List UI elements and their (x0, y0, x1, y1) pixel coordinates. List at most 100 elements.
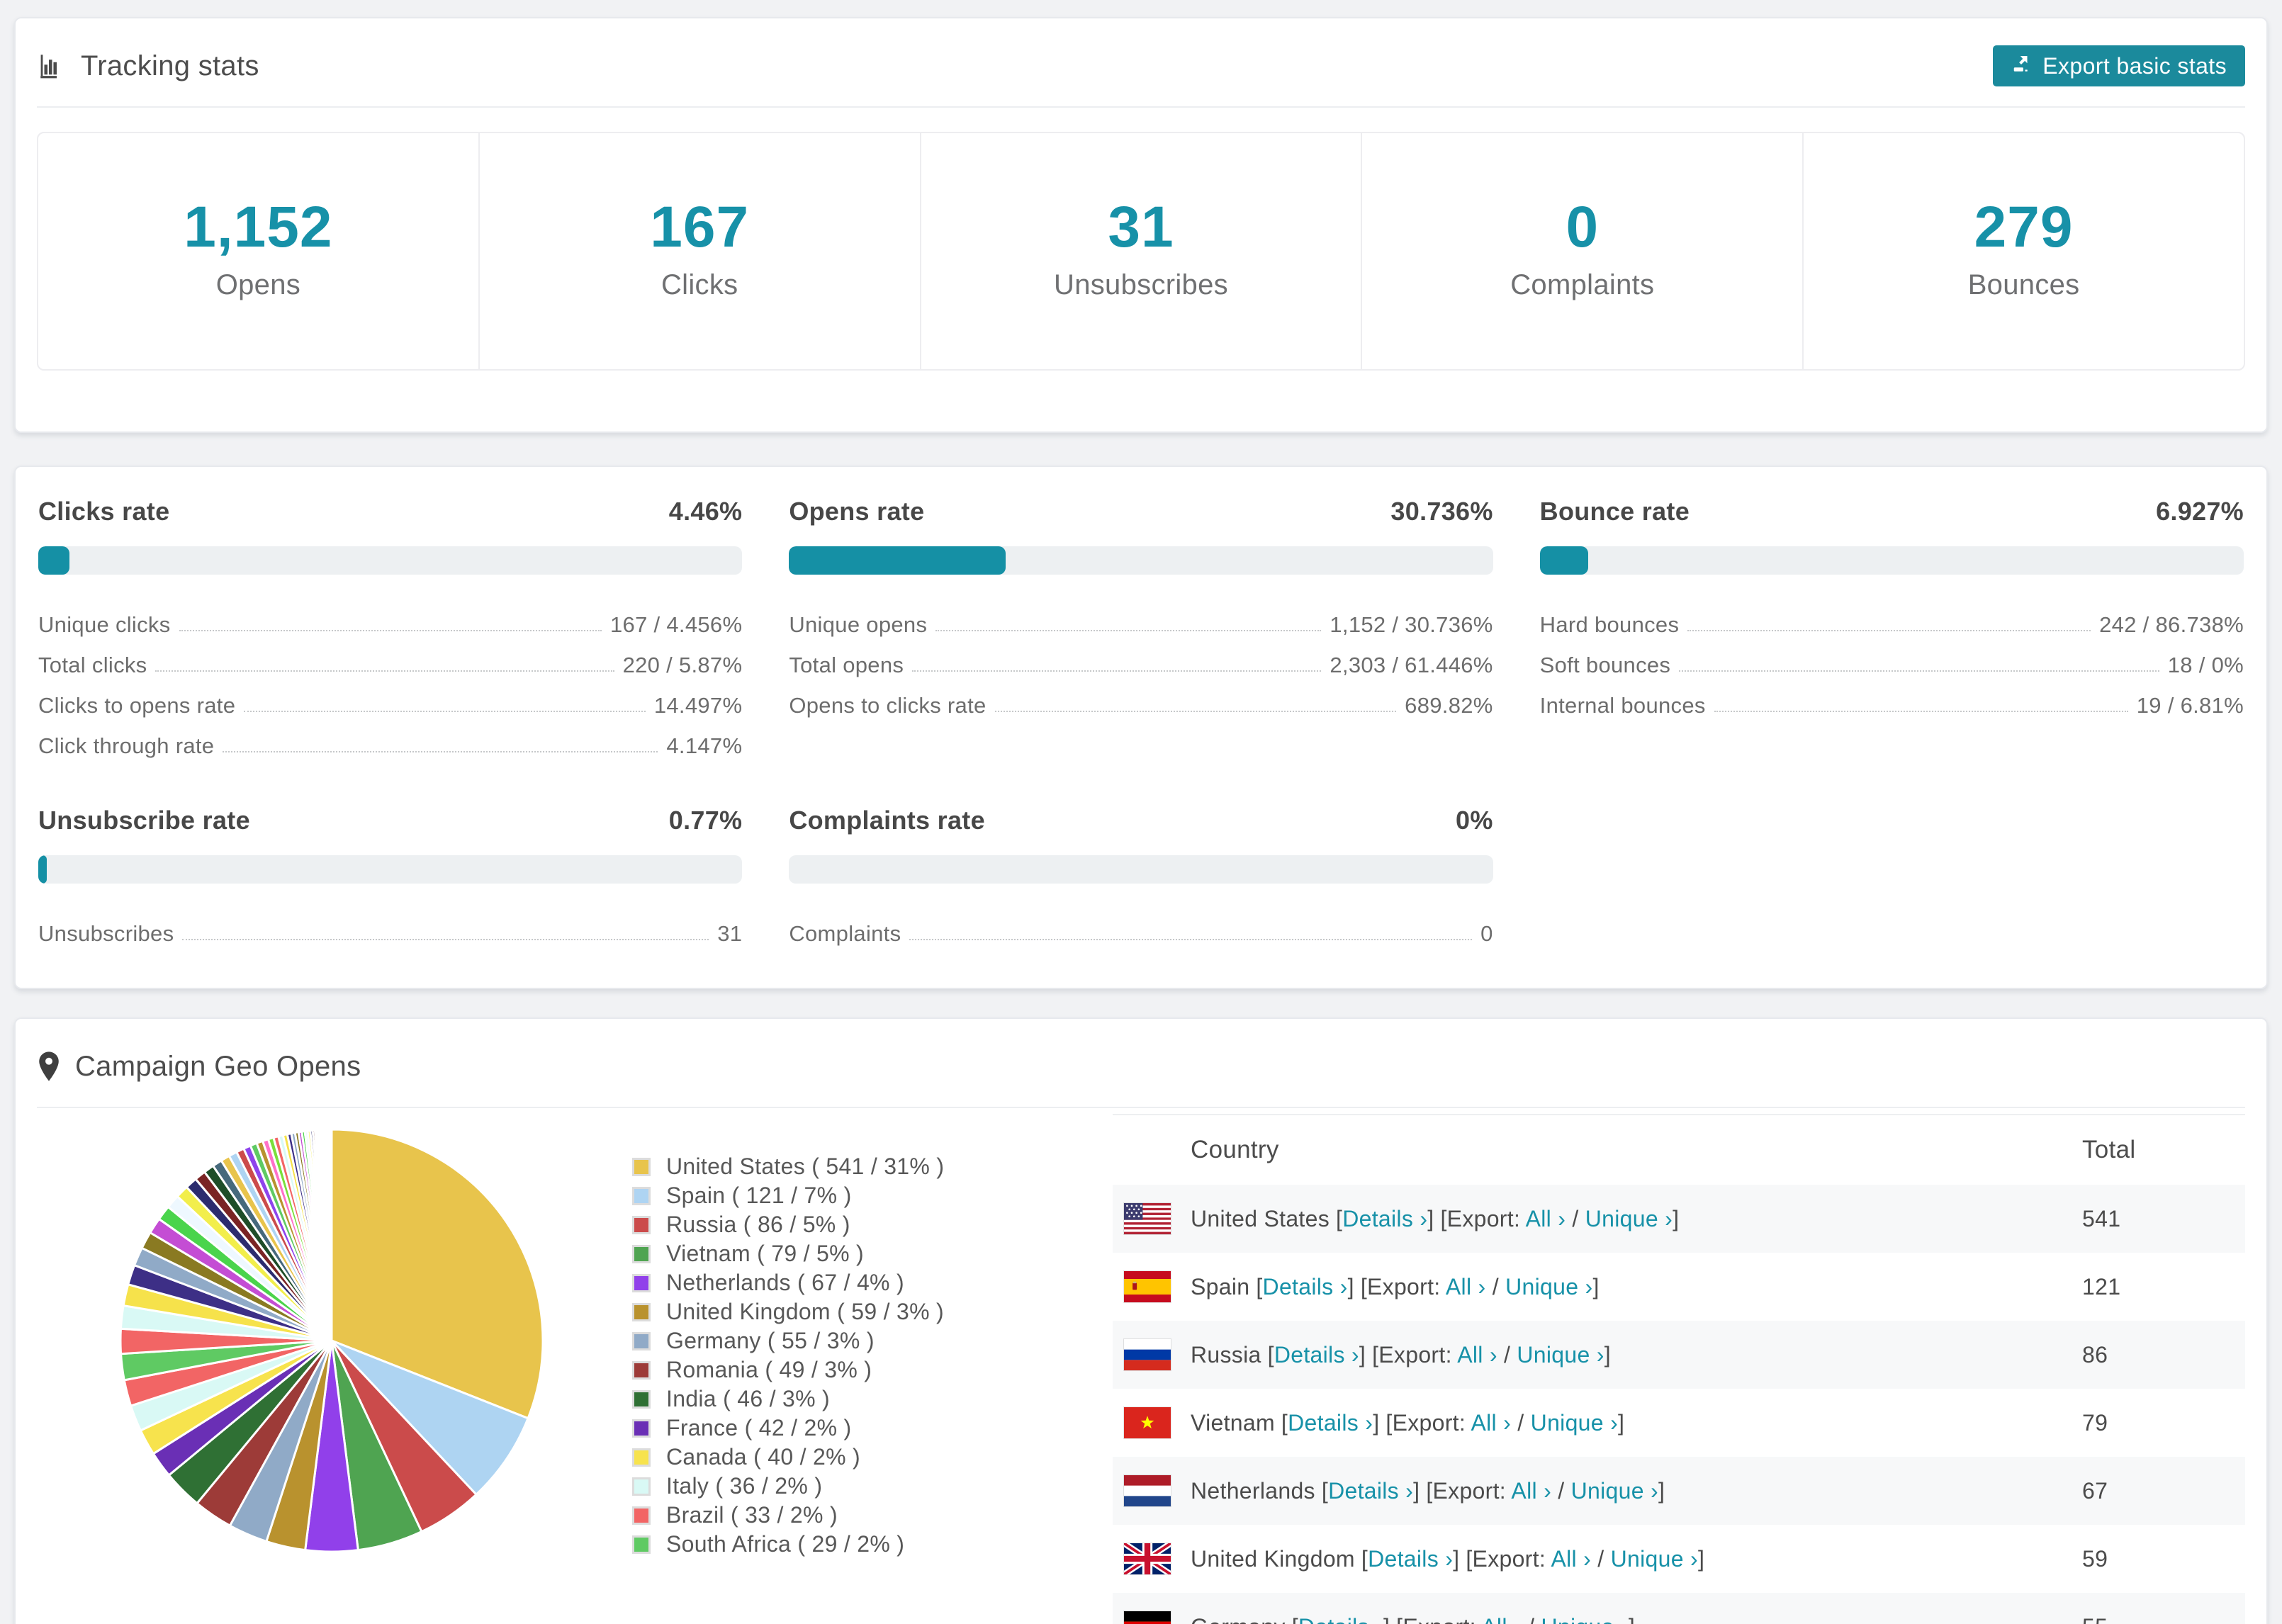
rate-row-value: 14.497% (653, 693, 743, 718)
export-all-link[interactable]: All › (1445, 1273, 1486, 1299)
rate-title: Clicks rate (38, 497, 170, 526)
legend-swatch (632, 1215, 651, 1234)
export-unique-link[interactable]: Unique › (1505, 1273, 1593, 1299)
rate-progress-track (789, 546, 1493, 575)
rate-rows: Unique clicks 167 / 4.456% Total clicks 220… (38, 597, 742, 759)
rate-progress-track (38, 855, 743, 884)
country-cell: Spain [Details ›] [Export: All › / Unique … (1113, 1271, 2082, 1302)
rate-row: Clicks to opens rate 14.497% (38, 678, 742, 718)
bar-chart-icon (37, 51, 67, 81)
legend-swatch (632, 1244, 651, 1263)
campaign-geo-opens-card: Campaign Geo Opens United States ( 541 /… (14, 1017, 2268, 1624)
legend-label: Romania ( 49 / 3% ) (666, 1357, 872, 1382)
export-all-link[interactable]: All › (1511, 1477, 1552, 1504)
export-basic-stats-button[interactable]: Export basic stats (1993, 45, 2245, 86)
legend-item-russia: Russia ( 86 / 5% ) (632, 1210, 971, 1239)
export-unique-link[interactable]: Unique › (1541, 1614, 1628, 1624)
column-header-country: Country (1191, 1136, 1279, 1163)
legend-swatch (632, 1389, 651, 1409)
rate-title: Bounce rate (1539, 497, 1690, 526)
export-unique-link[interactable]: Unique › (1570, 1477, 1658, 1504)
details-link[interactable]: Details › (1342, 1205, 1428, 1231)
details-link[interactable]: Details › (1274, 1341, 1359, 1368)
export-all-link[interactable]: All › (1471, 1409, 1512, 1436)
geo-table-row-es: Spain [Details ›] [Export: All › / Unique … (1113, 1253, 2245, 1321)
export-all-link[interactable]: All › (1525, 1205, 1566, 1231)
rate-headline-value: 4.46% (668, 497, 743, 526)
rate-rows: Complaints 0 (789, 906, 1493, 947)
rate-row: Complaints 0 (789, 906, 1493, 947)
rate-row-value: 167 / 4.456% (610, 612, 743, 637)
legend-item-united-kingdom: United Kingdom ( 59 / 3% ) (632, 1297, 971, 1326)
export-unique-link[interactable]: Unique › (1517, 1341, 1604, 1368)
summary-stats-row: 1,152 Opens 167 Clicks 31 Unsubscribes 0 Compla… (37, 132, 2245, 371)
flag-vn-icon (1124, 1407, 1171, 1438)
total-cell: 121 (2082, 1273, 2121, 1299)
export-icon (2011, 52, 2033, 79)
details-link[interactable]: Details › (1288, 1409, 1373, 1436)
geo-table-row-de: Germany [Details ›] [Export: All › / Uniqu… (1113, 1593, 2245, 1624)
legend-label: Canada ( 40 / 2% ) (666, 1444, 860, 1470)
export-unique-link[interactable]: Unique › (1585, 1205, 1673, 1231)
details-link[interactable]: Details › (1368, 1545, 1454, 1572)
legend-label: Russia ( 86 / 5% ) (666, 1212, 850, 1237)
dotted-leader (179, 630, 602, 631)
legend-item-netherlands: Netherlands ( 67 / 4% ) (632, 1268, 971, 1297)
details-link[interactable]: Details › (1262, 1273, 1348, 1299)
rate-row: Unsubscribes 31 (38, 906, 742, 947)
export-all-link[interactable]: All › (1481, 1614, 1522, 1624)
export-button-label: Export basic stats (2042, 52, 2227, 79)
export-unique-link[interactable]: Unique › (1610, 1545, 1698, 1572)
geo-title: Campaign Geo Opens (37, 1051, 361, 1083)
summary-value: 1,152 (184, 195, 333, 259)
export-all-link[interactable]: All › (1457, 1341, 1497, 1368)
map-pin-icon (37, 1051, 61, 1082)
geo-header: Campaign Geo Opens (37, 1037, 2245, 1095)
legend-label: France ( 42 / 2% ) (666, 1415, 852, 1440)
details-link-group: [Details ›] (1281, 1409, 1380, 1436)
legend-swatch (632, 1302, 651, 1321)
summary-label: Complaints (1510, 269, 1655, 300)
summary-stat-bounces: 279 Bounces (1804, 133, 2244, 369)
rate-row-label: Click through rate (38, 733, 215, 758)
dotted-leader (1679, 670, 2159, 672)
flag-us-icon (1124, 1203, 1171, 1234)
total-cell: 541 (2082, 1205, 2121, 1231)
country-name: Russia (1191, 1341, 1261, 1368)
country-name: United States (1191, 1205, 1330, 1231)
rate-row-value: 31 (717, 921, 743, 946)
rate-title: Opens rate (789, 497, 925, 526)
dotted-leader (912, 670, 1322, 672)
country-name: Vietnam (1191, 1409, 1275, 1436)
country-name: Spain (1191, 1273, 1250, 1299)
rate-row: Total opens 2,303 / 61.446% (789, 638, 1493, 678)
details-link[interactable]: Details › (1298, 1614, 1383, 1624)
details-link-group: [Details ›] (1361, 1545, 1460, 1572)
rate-row-label: Unique clicks (38, 612, 171, 637)
total-cell: 86 (2082, 1341, 2108, 1368)
export-unique-link[interactable]: Unique › (1530, 1409, 1619, 1436)
geo-pie-chart (115, 1124, 549, 1561)
flag-es-icon (1124, 1271, 1171, 1302)
summary-stat-clicks: 167 Clicks (480, 133, 921, 369)
geo-table-row-vn: Vietnam [Details ›] [Export: All › / Uniqu… (1113, 1389, 2245, 1457)
rate-progress-track (1539, 546, 2244, 575)
rate-row-value: 18 / 0% (2167, 653, 2244, 677)
rate-progress-track (38, 546, 743, 575)
export-link-group: [Export: All › / Unique ›] (1466, 1545, 1705, 1572)
header-divider (37, 106, 2245, 108)
rate-row-label: Soft bounces (1539, 653, 1671, 677)
details-link[interactable]: Details › (1328, 1477, 1414, 1504)
summary-value: 0 (1566, 195, 1600, 259)
export-all-link[interactable]: All › (1551, 1545, 1592, 1572)
legend-swatch (632, 1419, 651, 1438)
legend-swatch (632, 1157, 651, 1176)
rate-headline-value: 0% (1456, 806, 1493, 835)
rate-row: Click through rate 4.147% (38, 718, 742, 759)
rate-progress-fill (38, 855, 47, 884)
rate-progress-fill (1539, 546, 1589, 575)
details-link-group: [Details ›] (1321, 1477, 1420, 1504)
summary-label: Opens (215, 269, 301, 300)
dotted-leader (1687, 630, 2091, 631)
summary-value: 31 (1108, 195, 1174, 259)
